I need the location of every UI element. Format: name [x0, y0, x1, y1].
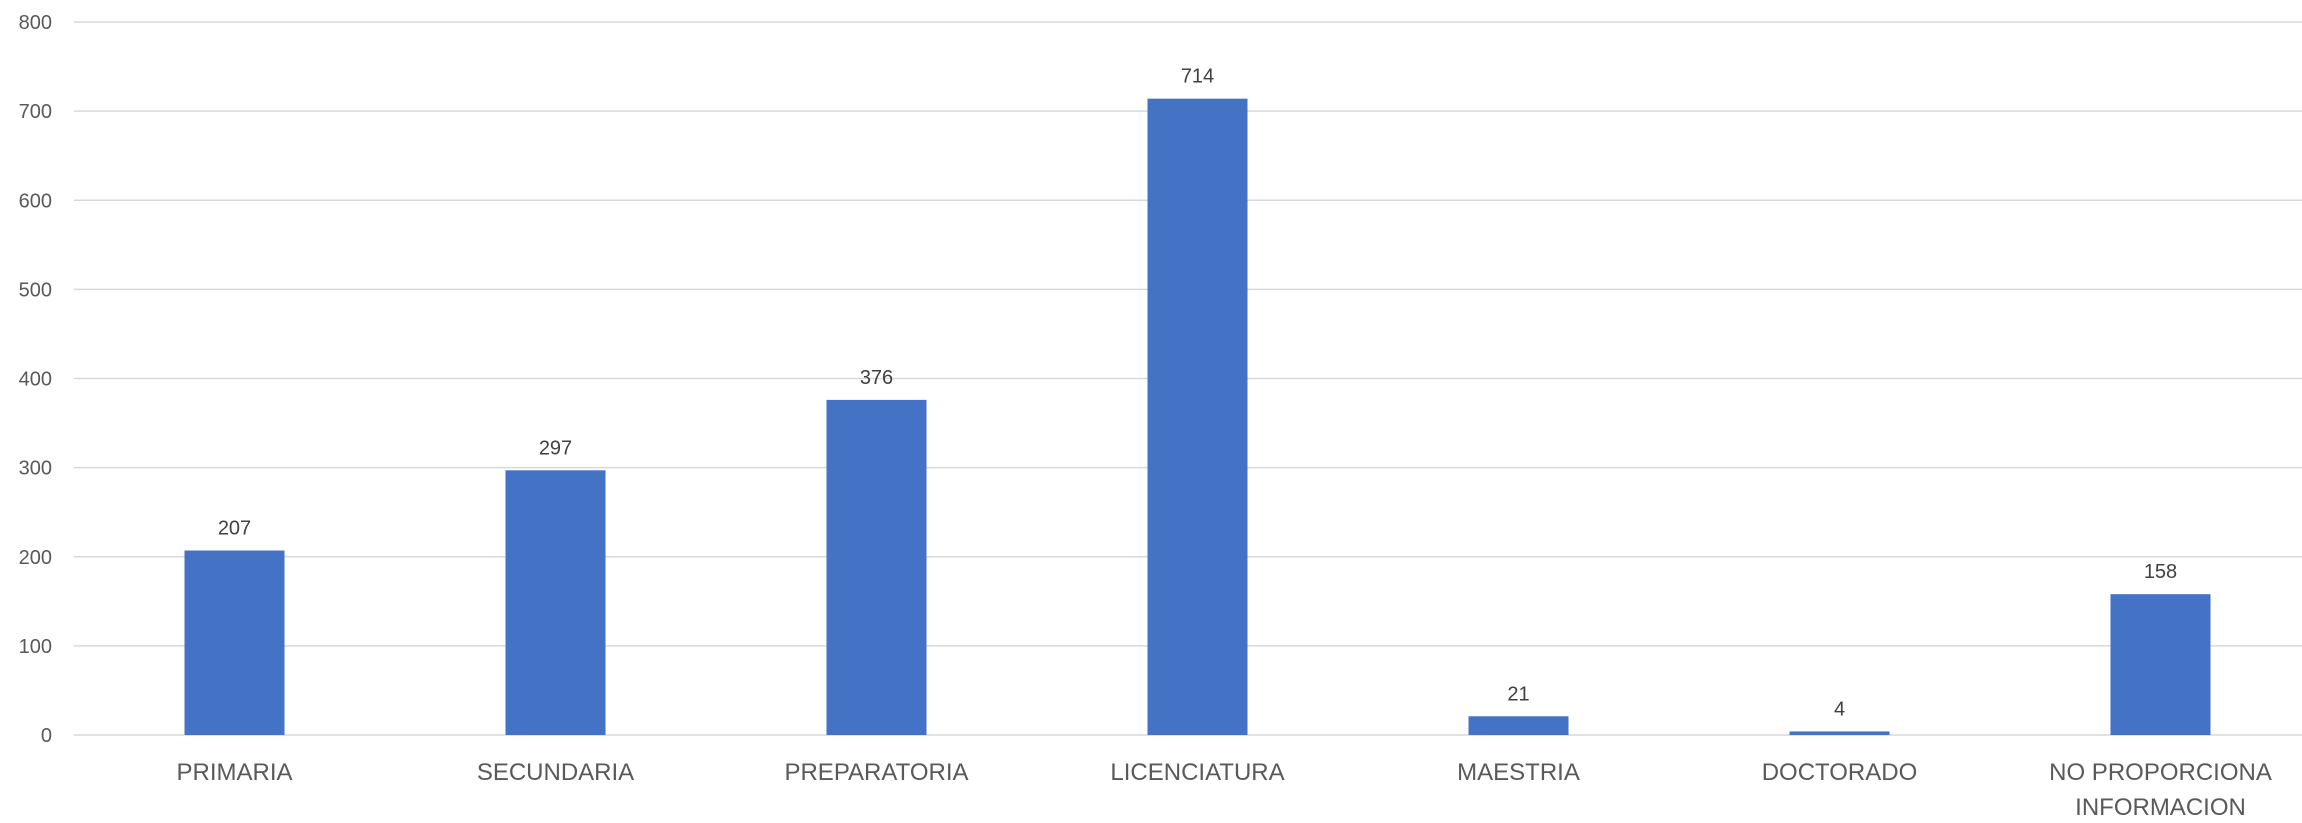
data-label: 158: [2144, 561, 2177, 583]
y-tick-label: 500: [19, 279, 52, 301]
bar: [1147, 98, 1248, 735]
y-tick-label: 400: [19, 369, 52, 391]
bar: [505, 470, 606, 735]
y-tick-label: 600: [19, 190, 52, 212]
y-tick-label: 100: [19, 636, 52, 658]
x-axis-ticks: PRIMARIA SECUNDARIA PREPARATORIA LICENCIATU…: [176, 759, 2272, 821]
data-label: 714: [1181, 66, 1214, 88]
x-tick-label: INFORMACION: [2075, 794, 2246, 818]
bar: [2110, 594, 2211, 735]
data-labels: 207 297 376 714 21 4 158: [218, 66, 2177, 721]
x-tick-label: DOCTORADO: [1762, 759, 1918, 786]
y-tick-label: 800: [19, 12, 52, 34]
x-tick-label: NO PROPORCIONA: [2049, 759, 2272, 786]
bar: [184, 550, 285, 735]
y-axis-ticks: 0 100 200 300 400 500 600 700 800: [19, 12, 52, 747]
x-tick-label: PREPARATORIA: [784, 759, 968, 786]
data-label: 4: [1834, 698, 1845, 720]
data-label: 21: [1507, 683, 1529, 705]
bars: [184, 98, 2211, 735]
x-tick-label: LICENCIATURA: [1110, 759, 1284, 786]
x-tick-label: SECUNDARIA: [477, 759, 634, 786]
data-label: 207: [218, 518, 251, 540]
y-tick-label: 300: [19, 458, 52, 480]
bar: [826, 399, 927, 735]
x-tick-label: MAESTRIA: [1457, 759, 1580, 786]
y-tick-label: 0: [41, 725, 52, 747]
data-label: 376: [860, 367, 893, 389]
y-tick-label: 700: [19, 101, 52, 123]
y-tick-label: 200: [19, 547, 52, 569]
x-tick-label: PRIMARIA: [176, 759, 292, 786]
bar: [1789, 731, 1890, 735]
data-label: 297: [539, 437, 572, 459]
bar: [1468, 716, 1569, 735]
